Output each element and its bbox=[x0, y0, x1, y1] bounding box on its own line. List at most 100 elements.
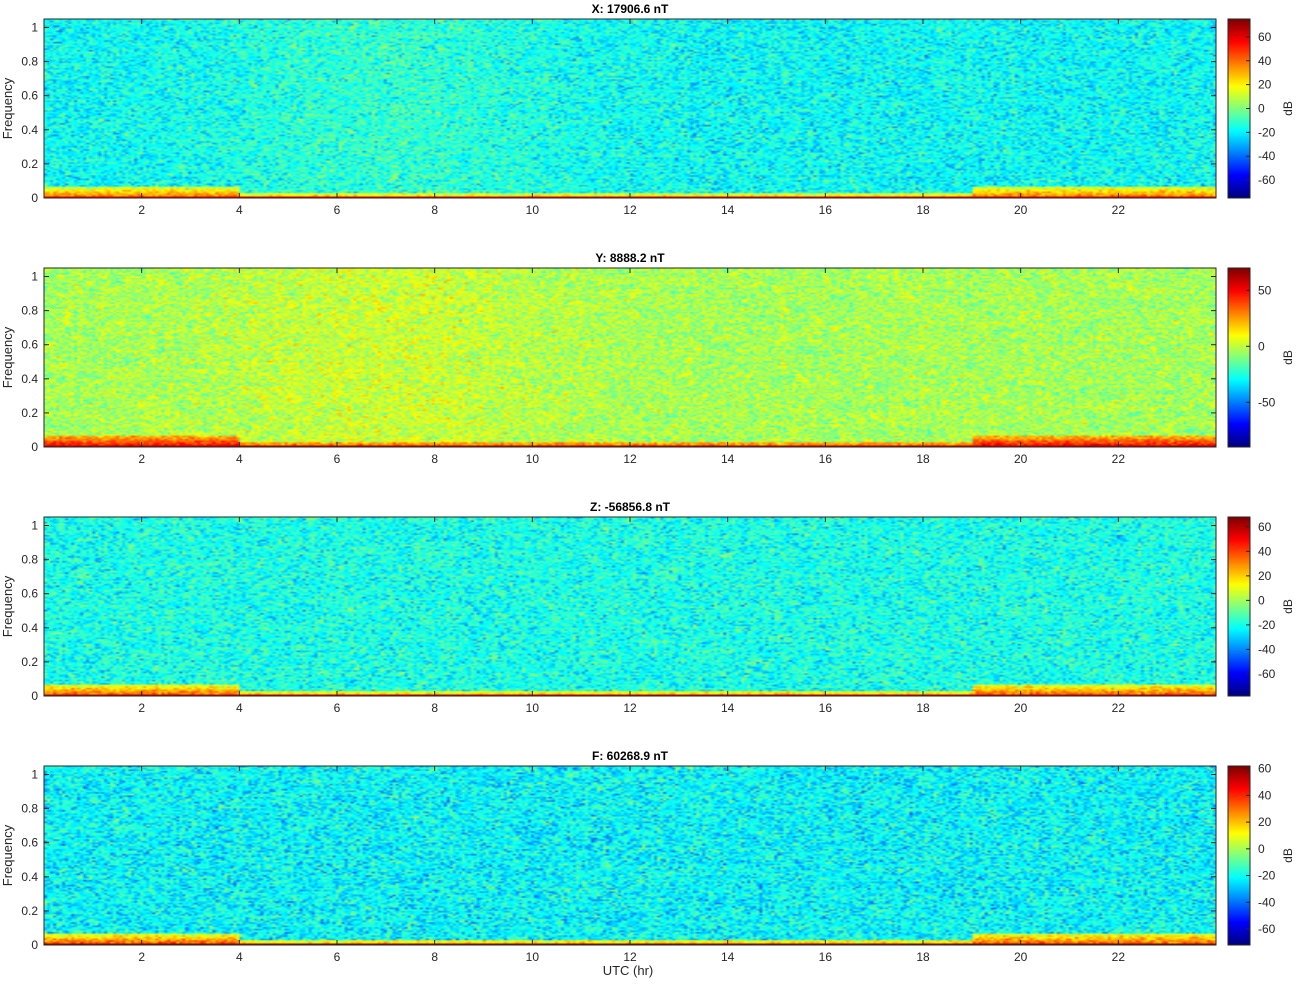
x-tick-label: 4 bbox=[236, 950, 243, 964]
x-tick-label: 18 bbox=[916, 452, 930, 466]
x-tick-label: 22 bbox=[1112, 701, 1126, 715]
colorbar-label: dB bbox=[1281, 101, 1295, 116]
x-tick-label: 20 bbox=[1014, 701, 1028, 715]
x-tick-label: 2 bbox=[138, 452, 145, 466]
colorbar-tick-label: 20 bbox=[1258, 815, 1272, 829]
colorbar bbox=[1228, 517, 1250, 696]
colorbar-tick-label: 60 bbox=[1258, 520, 1272, 534]
x-tick-label: 10 bbox=[526, 452, 540, 466]
y-tick-label: 1 bbox=[31, 768, 38, 782]
colorbar-tick-label: 0 bbox=[1258, 102, 1265, 116]
colorbar-frame bbox=[1227, 267, 1251, 448]
y-tick-label: 0 bbox=[31, 191, 38, 205]
x-tick-label: 18 bbox=[916, 950, 930, 964]
colorbar-tick-label: -40 bbox=[1258, 642, 1276, 656]
y-tick-label: 0.6 bbox=[21, 836, 38, 850]
x-axis-label: UTC (hr) bbox=[603, 963, 654, 978]
panel-title: X: 17906.6 nT bbox=[592, 2, 669, 16]
colorbar-label: dB bbox=[1281, 848, 1295, 863]
colorbar-tick-label: -60 bbox=[1258, 667, 1276, 681]
colorbar-frame bbox=[1227, 765, 1251, 946]
y-tick-label: 0.8 bbox=[21, 553, 38, 567]
colorbar-tick-label: 20 bbox=[1258, 569, 1272, 583]
x-tick-label: 12 bbox=[623, 452, 637, 466]
x-tick-label: 12 bbox=[623, 203, 637, 217]
y-axis-label: Frequency bbox=[0, 326, 15, 388]
x-tick-label: 14 bbox=[721, 203, 735, 217]
y-tick-label: 0.6 bbox=[21, 89, 38, 103]
y-tick-label: 0.2 bbox=[21, 655, 38, 669]
x-tick-label: 6 bbox=[334, 203, 341, 217]
x-tick-label: 4 bbox=[236, 452, 243, 466]
colorbar-label: dB bbox=[1281, 350, 1295, 365]
x-tick-label: 16 bbox=[819, 950, 833, 964]
panel-title: F: 60268.9 nT bbox=[592, 749, 669, 763]
y-tick-label: 0.8 bbox=[21, 802, 38, 816]
x-tick-label: 18 bbox=[916, 203, 930, 217]
x-tick-label: 16 bbox=[819, 203, 833, 217]
colorbar-tick-label: -60 bbox=[1258, 173, 1276, 187]
x-tick-label: 2 bbox=[138, 203, 145, 217]
y-tick-label: 0.6 bbox=[21, 338, 38, 352]
y-tick-label: 0.4 bbox=[21, 621, 38, 635]
y-axis-label: Frequency bbox=[0, 824, 15, 886]
colorbar-tick-label: 50 bbox=[1258, 283, 1272, 297]
x-tick-label: 14 bbox=[721, 950, 735, 964]
x-tick-label: 12 bbox=[623, 701, 637, 715]
spectrogram-image bbox=[44, 268, 1216, 447]
x-tick-label: 22 bbox=[1112, 452, 1126, 466]
y-tick-label: 0 bbox=[31, 440, 38, 454]
y-axis-label: Frequency bbox=[0, 575, 15, 637]
x-tick-label: 18 bbox=[916, 701, 930, 715]
x-tick-label: 6 bbox=[334, 950, 341, 964]
x-tick-label: 10 bbox=[526, 701, 540, 715]
y-tick-label: 0.2 bbox=[21, 904, 38, 918]
y-tick-label: 0.2 bbox=[21, 406, 38, 420]
colorbar-label: dB bbox=[1281, 599, 1295, 614]
x-tick-label: 20 bbox=[1014, 950, 1028, 964]
colorbar bbox=[1228, 268, 1250, 447]
x-tick-label: 8 bbox=[431, 950, 438, 964]
x-tick-label: 6 bbox=[334, 701, 341, 715]
x-tick-label: 10 bbox=[526, 950, 540, 964]
y-tick-label: 0.8 bbox=[21, 55, 38, 69]
x-tick-label: 22 bbox=[1112, 203, 1126, 217]
y-tick-label: 0.4 bbox=[21, 123, 38, 137]
y-tick-label: 1 bbox=[31, 519, 38, 533]
colorbar-tick-label: 0 bbox=[1258, 339, 1265, 353]
colorbar-frame bbox=[1227, 516, 1251, 697]
y-tick-label: 1 bbox=[31, 21, 38, 35]
colorbar-tick-label: -20 bbox=[1258, 618, 1276, 632]
x-tick-label: 14 bbox=[721, 701, 735, 715]
colorbar-tick-label: 20 bbox=[1258, 78, 1272, 92]
y-tick-label: 0 bbox=[31, 689, 38, 703]
x-tick-label: 20 bbox=[1014, 203, 1028, 217]
colorbar-tick-label: -60 bbox=[1258, 922, 1276, 936]
colorbar bbox=[1228, 766, 1250, 945]
colorbar-tick-label: 60 bbox=[1258, 30, 1272, 44]
x-tick-label: 16 bbox=[819, 452, 833, 466]
y-tick-label: 1 bbox=[31, 270, 38, 284]
x-tick-label: 2 bbox=[138, 701, 145, 715]
x-tick-label: 20 bbox=[1014, 452, 1028, 466]
spectrogram-image bbox=[44, 766, 1216, 945]
y-tick-label: 0.4 bbox=[21, 870, 38, 884]
colorbar-tick-label: 40 bbox=[1258, 544, 1272, 558]
x-tick-label: 6 bbox=[334, 452, 341, 466]
colorbar bbox=[1228, 19, 1250, 198]
y-tick-label: 0.2 bbox=[21, 157, 38, 171]
colorbar-tick-label: -20 bbox=[1258, 125, 1276, 139]
colorbar-tick-label: -20 bbox=[1258, 869, 1276, 883]
colorbar-tick-label: -50 bbox=[1258, 395, 1276, 409]
x-tick-label: 8 bbox=[431, 701, 438, 715]
colorbar-tick-label: 0 bbox=[1258, 842, 1265, 856]
y-tick-label: 0.8 bbox=[21, 304, 38, 318]
y-tick-label: 0.4 bbox=[21, 372, 38, 386]
colorbar-tick-label: -40 bbox=[1258, 895, 1276, 909]
